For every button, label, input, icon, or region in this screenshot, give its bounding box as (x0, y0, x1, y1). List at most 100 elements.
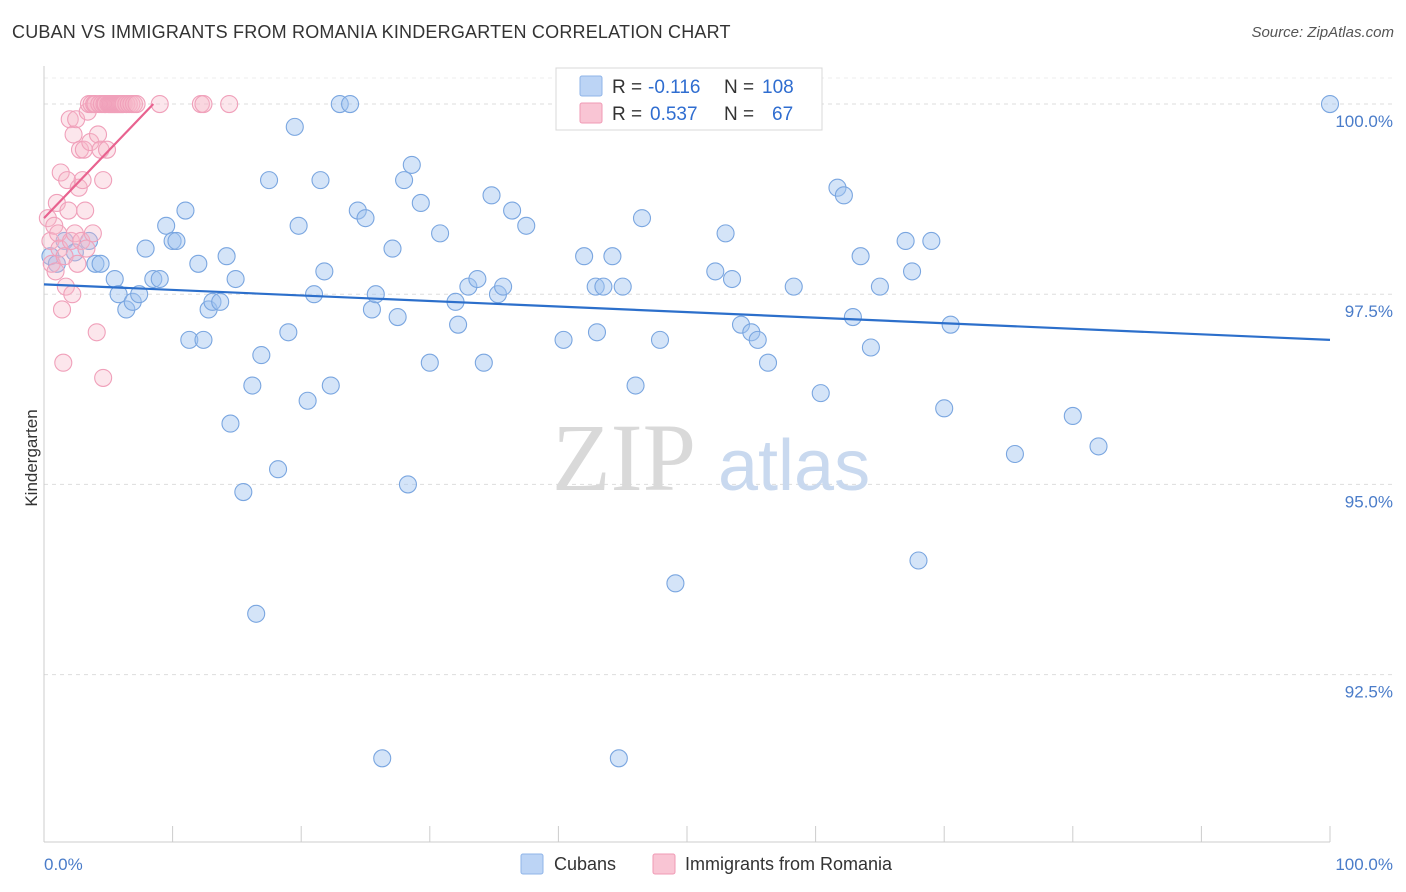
cubans-point (395, 171, 414, 190)
cubans-point (494, 277, 513, 296)
y-tick-label: 97.5% (1345, 302, 1393, 321)
romania-point (63, 285, 82, 304)
legend-n-value-2: 67 (772, 104, 793, 125)
cubans-point (706, 262, 725, 281)
cubans-point (482, 186, 501, 205)
chart-title: CUBAN VS IMMIGRANTS FROM ROMANIA KINDERG… (12, 22, 731, 42)
cubans-point (748, 330, 767, 349)
cubans-point (180, 330, 199, 349)
cubans-point (431, 224, 450, 243)
cubans-point (784, 277, 803, 296)
cubans-point (922, 231, 941, 251)
legend-n-label-1: N = (724, 77, 754, 98)
romania-point (65, 224, 84, 243)
axes (43, 66, 1331, 843)
cubans-point (311, 171, 330, 190)
cubans-point (203, 292, 222, 311)
cubans-point (269, 460, 288, 479)
cubans-point (1089, 437, 1108, 456)
cubans-point (189, 254, 208, 273)
cubans-point (594, 277, 613, 296)
cubans-point (243, 376, 262, 395)
watermark-atlas: atlas (718, 426, 870, 506)
cubans-point (935, 399, 954, 418)
cubans-point (626, 376, 645, 395)
cubans-point (587, 323, 607, 342)
cubans-point (902, 262, 922, 281)
romania-point (77, 239, 96, 258)
cubans-point (136, 239, 155, 258)
bottom-legend-label-romania: Immigrants from Romania (685, 854, 893, 874)
cubans-point (1063, 406, 1082, 426)
cubans-point (117, 300, 136, 319)
cubans-point (609, 749, 628, 768)
y-tick-label: 92.5% (1345, 683, 1393, 702)
cubans-point (474, 353, 493, 372)
romania-point (59, 201, 78, 220)
bottom-legend-label-cubans: Cubans (554, 854, 616, 874)
cubans-point (402, 155, 421, 174)
cubans-point (411, 193, 430, 212)
romania-point (73, 171, 92, 190)
cubans-point (366, 285, 385, 304)
romania-point (38, 209, 57, 228)
cubans-point (828, 178, 847, 197)
cubans-point (259, 171, 279, 190)
cubans-point (298, 391, 317, 410)
series-legend: Cubans Immigrants from Romania (520, 853, 893, 875)
legend-n-value-1: 108 (762, 77, 794, 98)
cubans-point (234, 482, 253, 502)
cubans-point (362, 300, 381, 319)
legend-r-value-1: -0.116 (648, 77, 700, 98)
cubans-point (383, 239, 402, 258)
romania-point (81, 133, 100, 152)
cubans-point (247, 604, 266, 623)
romania-point (150, 94, 169, 114)
romania-point (70, 140, 90, 159)
cubans-point (420, 353, 439, 372)
cubans-point (722, 269, 742, 289)
cubans-point (47, 254, 66, 273)
cubans-point (613, 277, 632, 296)
legend-swatch-romania (579, 102, 603, 124)
x-tick-label-max: 100.0% (1335, 855, 1393, 874)
x-tick-labels: 0.0% 100.0% (44, 855, 1393, 874)
cubans-point (163, 231, 182, 251)
cubans-point (449, 315, 468, 334)
cubans-point (226, 269, 245, 289)
bottom-legend-swatch-romania (652, 853, 676, 875)
romania-point (64, 125, 83, 144)
cubans-point (716, 224, 735, 243)
cubans-point (834, 186, 853, 205)
romania-point (46, 262, 65, 281)
cubans-point (468, 269, 487, 289)
cubans-point (843, 308, 862, 327)
cubans-point (870, 277, 889, 296)
cubans-point (742, 323, 761, 342)
legend-swatch-cubans (579, 75, 603, 97)
y-tick-label: 100.0% (1335, 112, 1393, 131)
romania-point (220, 94, 239, 114)
cubans-point (211, 292, 230, 311)
romania-point (52, 300, 72, 319)
watermark: ZIP atlas (552, 404, 870, 511)
cubans-point (1320, 94, 1340, 114)
cubans-point (632, 209, 652, 228)
romania-point (83, 224, 102, 243)
cubans-point (373, 749, 392, 768)
cubans-point (289, 216, 308, 235)
cubans-point (217, 247, 236, 266)
cubans-point (123, 292, 142, 311)
cubans-point (341, 94, 360, 114)
romania-point (87, 323, 106, 342)
cubans-point (194, 330, 213, 349)
cubans-point (65, 243, 84, 262)
x-tick-label-min: 0.0% (44, 855, 83, 874)
legend-r-label-1: R = (612, 77, 642, 98)
cubans-point (157, 216, 176, 235)
cubans-point (503, 201, 522, 220)
cubans-point (144, 269, 163, 289)
cubans-point (279, 323, 298, 342)
data-points (38, 94, 1340, 768)
